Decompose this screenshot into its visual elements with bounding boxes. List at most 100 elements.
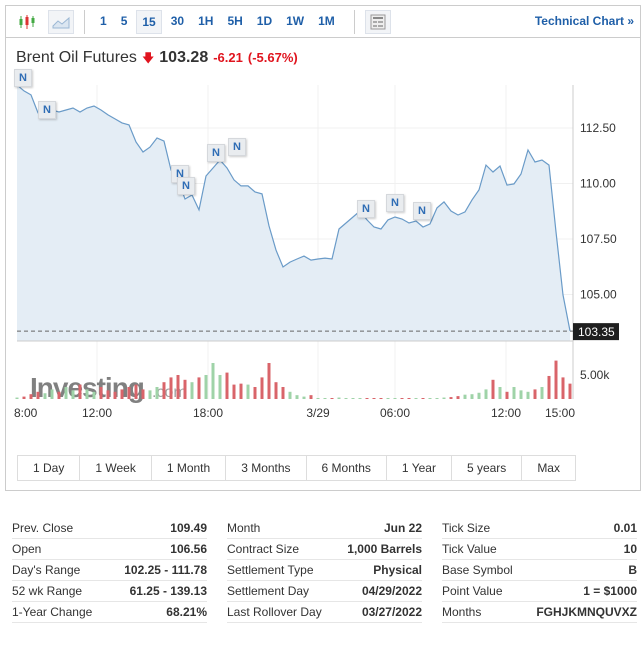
volume-tick-label: 5.00k xyxy=(580,368,610,382)
stat-value: FGHJKMNQUVXZ xyxy=(536,605,637,619)
timeframe-5h[interactable]: 5H xyxy=(227,13,243,28)
y-tick-label: 112.50 xyxy=(580,121,616,135)
stat-label: Month xyxy=(227,521,261,535)
x-tick-label: 12:00 xyxy=(82,406,112,420)
volume-bar xyxy=(176,375,180,399)
x-tick-label: 18:00 xyxy=(193,406,223,420)
stat-value: 102.25 - 111.78 xyxy=(124,563,207,577)
stat-row: 1-Year Change 68.21% xyxy=(12,602,207,623)
stat-value: 68.21% xyxy=(166,605,207,619)
volume-bar xyxy=(428,398,432,399)
volume-bar xyxy=(337,397,341,399)
area-chart-icon[interactable] xyxy=(48,9,74,34)
technical-chart-link[interactable]: Technical Chart » xyxy=(534,14,634,28)
volume-bar xyxy=(162,382,166,399)
volume-bar xyxy=(316,398,320,399)
stat-value: Physical xyxy=(373,563,422,577)
stat-row: Contract Size 1,000 Barrels xyxy=(227,539,422,560)
last-price-label: 103.35 xyxy=(578,325,615,339)
instrument-header: Brent Oil Futures 🡇 103.28 -6.21 (-5.67%… xyxy=(16,49,298,70)
instrument-stats: Prev. Close 109.49 Open 106.56 Day's Range 10… xyxy=(12,518,637,623)
volume-bar xyxy=(302,396,306,399)
stat-row: Base Symbol B xyxy=(442,560,637,581)
range-button-1-month[interactable]: 1 Month xyxy=(152,456,227,480)
timeframe-1[interactable]: 1 xyxy=(100,13,107,28)
news-marker[interactable]: N xyxy=(413,202,431,220)
stat-label: Settlement Day xyxy=(227,584,310,598)
volume-bar xyxy=(526,391,530,399)
timeframe-1d[interactable]: 1D xyxy=(256,13,273,28)
volume-bar xyxy=(561,377,565,399)
volume-bar xyxy=(92,391,96,399)
stat-label: 1-Year Change xyxy=(12,605,93,619)
stat-label: Day's Range xyxy=(12,563,81,577)
chart-toolbar: 1 5 15 30 1H 5H 1D 1W 1M Technical Chart » xyxy=(6,6,640,38)
volume-bar xyxy=(148,390,152,399)
news-marker[interactable]: N xyxy=(14,69,32,87)
volume-bar xyxy=(519,390,523,399)
volume-bar xyxy=(141,389,145,399)
volume-bar xyxy=(246,384,250,399)
timeframe-1w[interactable]: 1W xyxy=(286,13,305,28)
range-selector: 1 Day 1 Week 1 Month 3 Months 6 Months 1 Year… xyxy=(17,455,576,481)
volume-bar xyxy=(260,377,264,399)
stat-label: Open xyxy=(12,542,42,556)
stat-value: 03/27/2022 xyxy=(361,605,422,619)
x-tick-label: 12:00 xyxy=(491,406,521,420)
range-button-1-day[interactable]: 1 Day xyxy=(18,456,81,480)
news-marker[interactable]: N xyxy=(177,177,195,195)
volume-bar xyxy=(169,377,173,399)
volume-bar xyxy=(540,387,544,399)
range-button-max[interactable]: Max xyxy=(537,461,560,475)
volume-bar xyxy=(134,384,138,399)
volume-bar xyxy=(127,387,131,399)
range-button-5-years[interactable]: 5 years xyxy=(452,456,523,480)
volume-bar xyxy=(57,391,61,399)
news-marker[interactable]: N xyxy=(386,194,404,212)
timeframe-15[interactable]: 15 xyxy=(136,9,162,34)
price-change-percent: (-5.67%) xyxy=(247,50,298,65)
timeframe-30[interactable]: 30 xyxy=(170,13,185,28)
volume-bar xyxy=(218,375,222,399)
range-button-6-months[interactable]: 6 Months xyxy=(307,456,387,480)
volume-bar xyxy=(365,398,369,399)
volume-bar xyxy=(414,398,418,399)
data-table-icon[interactable] xyxy=(364,9,391,34)
news-marker[interactable]: N xyxy=(357,200,375,218)
stat-label: Base Symbol xyxy=(442,563,513,577)
range-button-3-months[interactable]: 3 Months xyxy=(226,456,307,480)
news-marker[interactable]: N xyxy=(38,101,56,119)
volume-bar xyxy=(498,387,502,399)
stat-row: Point Value 1 = $1000 xyxy=(442,581,637,602)
stats-column: Prev. Close 109.49 Open 106.56 Day's Range 10… xyxy=(12,518,207,623)
news-marker[interactable]: N xyxy=(228,138,246,156)
timeframe-1m[interactable]: 1M xyxy=(318,13,335,28)
volume-bar xyxy=(512,387,516,399)
volume-bar xyxy=(120,389,124,399)
stat-row: Last Rollover Day 03/27/2022 xyxy=(227,602,422,623)
volume-bar xyxy=(50,389,54,399)
volume-bar xyxy=(204,375,208,399)
volume-bar xyxy=(470,394,474,399)
range-button-1-week[interactable]: 1 Week xyxy=(80,456,152,480)
volume-bar xyxy=(22,396,26,399)
timeframe-1h[interactable]: 1H xyxy=(198,13,214,28)
stat-label: Settlement Type xyxy=(227,563,314,577)
volume-bar xyxy=(211,363,215,399)
news-marker[interactable]: N xyxy=(207,144,225,162)
range-button-1-year[interactable]: 1 Year xyxy=(387,456,452,480)
stat-label: Tick Value xyxy=(442,542,497,556)
timeframe-group: 1 5 15 30 1H 5H 1D 1W 1M xyxy=(95,9,344,34)
timeframe-5[interactable]: 5 xyxy=(120,13,128,28)
volume-bar xyxy=(456,396,460,399)
stat-row: Prev. Close 109.49 xyxy=(12,518,207,539)
volume-bar xyxy=(351,398,355,399)
stat-label: Last Rollover Day xyxy=(227,605,322,619)
volume-bar xyxy=(386,398,390,399)
stat-row: Months FGHJKMNQUVXZ xyxy=(442,602,637,623)
x-tick-label: 15:00 xyxy=(545,406,575,420)
candlestick-icon[interactable] xyxy=(14,10,40,34)
volume-bar xyxy=(393,398,397,399)
volume-bar xyxy=(106,390,110,399)
volume-bar xyxy=(281,387,285,399)
